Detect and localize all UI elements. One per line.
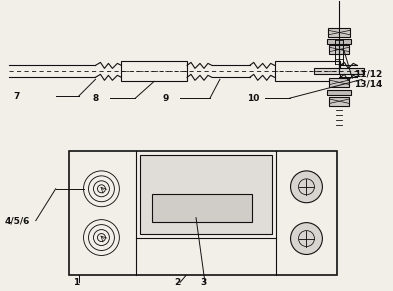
Text: 9: 9 [162,94,169,103]
Bar [314,68,364,74]
Circle shape [290,223,322,254]
Text: 13/14: 13/14 [354,79,383,88]
Bar [69,151,337,275]
Bar [329,78,349,87]
Bar [329,28,350,37]
Text: 4/5/6: 4/5/6 [5,217,30,226]
Bar [121,61,187,81]
Text: 7: 7 [13,92,19,101]
Text: 10: 10 [247,94,259,103]
Bar [327,39,351,44]
Text: 2: 2 [174,278,180,287]
Text: 11/12: 11/12 [354,69,382,78]
Text: 3: 3 [200,278,206,287]
Bar [329,45,349,54]
Circle shape [290,171,322,203]
Bar [327,90,351,95]
Text: 1: 1 [73,278,79,287]
Bar [140,155,272,234]
Bar [329,97,349,106]
Bar [275,61,340,81]
Bar [152,194,252,222]
Text: 8: 8 [92,94,99,103]
